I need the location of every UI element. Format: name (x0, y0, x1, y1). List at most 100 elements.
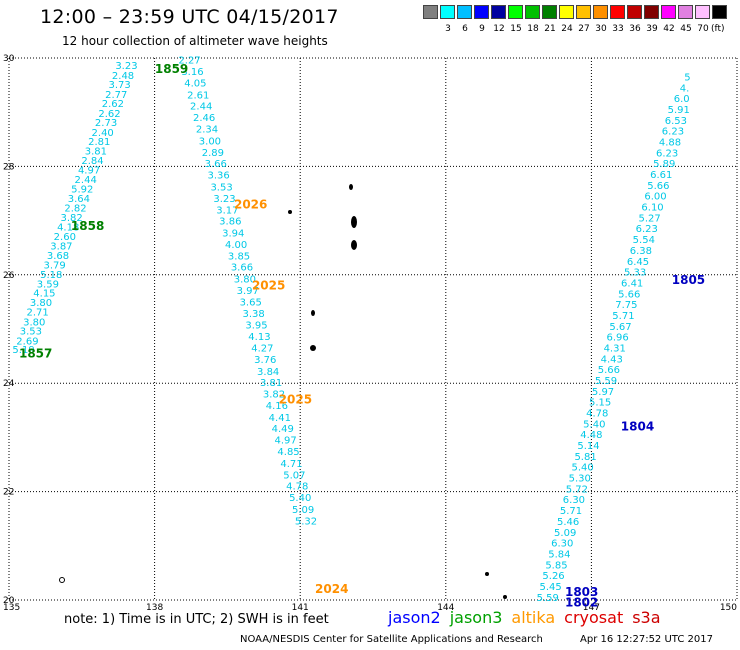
wave-height-value: 3.65 (240, 297, 262, 308)
wave-height-value: 5.09 (554, 528, 576, 539)
wave-height-value: 6.96 (606, 333, 628, 344)
track-time-label: 1802 (565, 596, 598, 610)
island-shape (351, 216, 357, 228)
footer-credit: NOAA/NESDIS Center for Satellite Applica… (240, 634, 543, 645)
wave-height-value: 3.68 (47, 251, 69, 262)
x-tick-label: 138 (146, 603, 163, 613)
track-time-label: 2025 (279, 392, 312, 406)
wave-height-value: 2.60 (54, 232, 76, 243)
wave-height-value: 3.81 (260, 378, 282, 389)
wave-height-value: 3.53 (20, 327, 42, 338)
wave-height-value: 3.36 (208, 171, 230, 182)
wave-height-value: 5.71 (560, 506, 582, 517)
wave-height-value: 3.66 (231, 263, 253, 274)
colorbar-label: 18 (527, 24, 539, 34)
chart-title: 12:00 – 23:59 UTC 04/15/2017 (40, 6, 339, 28)
wave-height-value: 4.49 (272, 424, 294, 435)
wave-height-value: 2.69 (16, 336, 38, 347)
colorbar-swatch (644, 5, 659, 19)
wave-height-value: 6.23 (662, 127, 684, 138)
wave-height-value: 3.23 (213, 194, 235, 205)
wave-height-value: 3.97 (237, 286, 259, 297)
wave-height-value: 4.97 (78, 166, 100, 177)
wave-height-value: 3.85 (228, 251, 250, 262)
colorbar-label: 36 (629, 24, 641, 34)
wave-height-value: 5.30 (569, 474, 591, 485)
wave-height-value: 2.61 (187, 90, 209, 101)
track-time-label: 2026 (234, 197, 267, 211)
wave-height-value: 4.71 (280, 459, 302, 470)
y-tick-label: 24 (3, 379, 15, 389)
wave-height-value: 2.77 (105, 90, 127, 101)
x-tick-label: 135 (3, 603, 20, 613)
wave-height-value: 5.59 (595, 376, 617, 387)
wave-height-value: 4.97 (275, 436, 297, 447)
wave-height-labels: 5.192.693.533.802.713.804.153.595.183.79… (12, 56, 690, 604)
wave-height-value: 5.85 (545, 560, 567, 571)
wave-height-value: 5.40 (583, 419, 605, 430)
wave-height-value: 2.81 (88, 137, 110, 148)
wave-height-value: 4.48 (580, 430, 602, 441)
wave-height-value: 3.79 (43, 261, 65, 272)
track-time-label: 1858 (71, 219, 104, 233)
y-tick-label: 26 (3, 271, 15, 281)
wave-height-value: 6.41 (621, 278, 643, 289)
wave-height-value: 5.91 (668, 105, 690, 116)
wave-height-value: 3.81 (85, 147, 107, 158)
wave-height-value: 5.18 (40, 270, 62, 281)
wave-height-value: 7.75 (615, 300, 637, 311)
island-shape (351, 240, 357, 250)
wave-height-value: 4.41 (269, 413, 291, 424)
wave-height-value: 3.73 (109, 80, 131, 91)
wave-height-value: 5.15 (589, 398, 611, 409)
wave-height-value: 4.18 (57, 223, 79, 234)
wave-height-value: 2.27 (178, 56, 200, 67)
wave-height-value: 5.14 (577, 441, 599, 452)
wave-height-value: 5.59 (537, 593, 559, 604)
colorbar-label: 42 (663, 24, 675, 34)
wave-height-value: 6.0 (674, 94, 690, 105)
wave-height-value: 5.97 (592, 387, 614, 398)
wave-height-value: 5.81 (574, 452, 596, 463)
wave-height-value: 3.95 (245, 321, 267, 332)
wave-height-value: 3.80 (30, 298, 52, 309)
wave-height-value: 4.16 (266, 401, 288, 412)
wave-height-value: 5.54 (633, 235, 655, 246)
wave-height-value: 3.86 (219, 217, 241, 228)
wave-height-value: 5.40 (572, 463, 594, 474)
wave-height-value: 6.00 (644, 192, 666, 203)
wave-height-value: 2.44 (190, 102, 212, 113)
x-tick-label: 141 (292, 603, 309, 613)
wave-height-value: 3.87 (50, 242, 72, 253)
colorbar-label: 30 (595, 24, 607, 34)
colorbar-swatch (712, 5, 727, 19)
colorbar-swatch (678, 5, 693, 19)
colorbar-label: 24 (561, 24, 573, 34)
colorbar-swatch (661, 5, 676, 19)
wave-height-value: 6.30 (551, 539, 573, 550)
colorbar-swatch (576, 5, 591, 19)
track-time-label: 1805 (672, 273, 705, 287)
wave-height-value: 5.66 (647, 181, 669, 192)
wave-height-value: 4.27 (251, 343, 273, 354)
colorbar-swatch (695, 5, 710, 19)
wave-height-value: 3.16 (181, 67, 203, 78)
wave-height-value: 5.66 (598, 365, 620, 376)
wave-height-value: 4.85 (277, 447, 299, 458)
wave-height-value: 3.80 (23, 317, 45, 328)
colorbar-label: 3 (445, 24, 451, 34)
wave-height-value: 2.71 (27, 308, 49, 319)
legend-item-jason2: jason2 (388, 608, 441, 627)
x-tick-label: 144 (437, 603, 454, 613)
wave-height-value: 3.80 (234, 275, 256, 286)
wave-height-value: 5.07 (283, 470, 305, 481)
wave-height-value: 5.84 (548, 549, 570, 560)
island-shape (349, 184, 353, 190)
wave-height-value: 2.46 (193, 113, 215, 124)
colorbar-unit: (ft) (711, 24, 725, 34)
track-time-label: 2025 (252, 279, 285, 293)
wave-height-value: 3.94 (222, 229, 244, 240)
wave-height-value: 2.62 (102, 99, 124, 110)
wave-height-value: 2.48 (112, 71, 134, 82)
legend-item-jason3: jason3 (449, 608, 503, 627)
